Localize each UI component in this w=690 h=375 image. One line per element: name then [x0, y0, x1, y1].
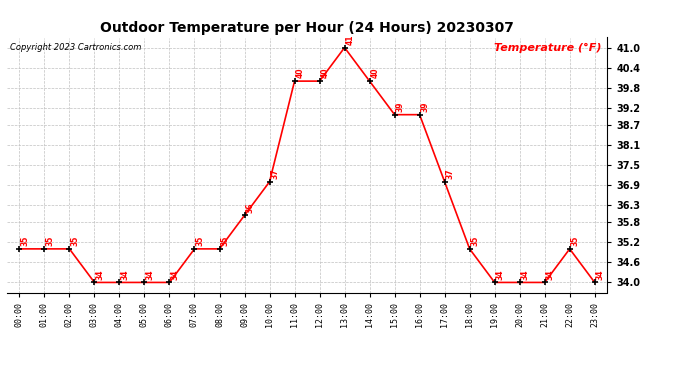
Text: 35: 35	[471, 236, 480, 246]
Text: Temperature (°F): Temperature (°F)	[494, 43, 601, 52]
Text: 39: 39	[396, 102, 405, 112]
Text: 35: 35	[571, 236, 580, 246]
Text: 34: 34	[121, 269, 130, 280]
Text: Copyright 2023 Cartronics.com: Copyright 2023 Cartronics.com	[10, 43, 141, 52]
Text: 35: 35	[46, 236, 55, 246]
Text: 34: 34	[170, 269, 179, 280]
Text: 35: 35	[21, 236, 30, 246]
Text: 34: 34	[546, 269, 555, 280]
Text: 40: 40	[371, 68, 380, 78]
Text: 35: 35	[196, 236, 205, 246]
Text: 35: 35	[221, 236, 230, 246]
Text: 41: 41	[346, 34, 355, 45]
Text: 37: 37	[446, 168, 455, 179]
Text: 36: 36	[246, 202, 255, 213]
Text: 35: 35	[70, 236, 79, 246]
Text: 34: 34	[146, 269, 155, 280]
Text: 34: 34	[521, 269, 530, 280]
Text: 40: 40	[321, 68, 330, 78]
Text: 34: 34	[96, 269, 105, 280]
Title: Outdoor Temperature per Hour (24 Hours) 20230307: Outdoor Temperature per Hour (24 Hours) …	[100, 21, 514, 35]
Text: 34: 34	[496, 269, 505, 280]
Text: 39: 39	[421, 102, 430, 112]
Text: 34: 34	[596, 269, 605, 280]
Text: 40: 40	[296, 68, 305, 78]
Text: 37: 37	[270, 168, 279, 179]
